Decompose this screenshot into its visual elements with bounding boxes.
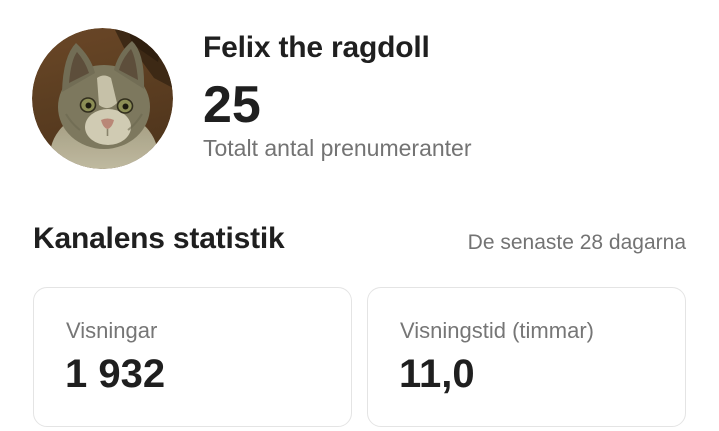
views-stat-card[interactable]: Visningar 1 932 — [33, 287, 352, 427]
watch-time-card-label: Visningstid (timmar) — [400, 318, 594, 343]
stats-period-label: De senaste 28 dagarna — [467, 231, 686, 254]
subscriber-count-label: Totalt antal prenumeranter — [203, 135, 472, 161]
stats-section-title: Kanalens statistik — [33, 222, 285, 255]
views-card-label: Visningar — [66, 318, 158, 343]
channel-avatar — [32, 28, 173, 169]
views-card-value: 1 932 — [65, 352, 166, 396]
watch-time-stat-card[interactable]: Visningstid (timmar) 11,0 — [367, 287, 686, 427]
subscriber-count: 25 — [203, 76, 261, 134]
channel-name: Felix the ragdoll — [203, 31, 430, 64]
watch-time-card-value: 11,0 — [399, 352, 475, 396]
cat-photo-icon — [32, 28, 173, 169]
